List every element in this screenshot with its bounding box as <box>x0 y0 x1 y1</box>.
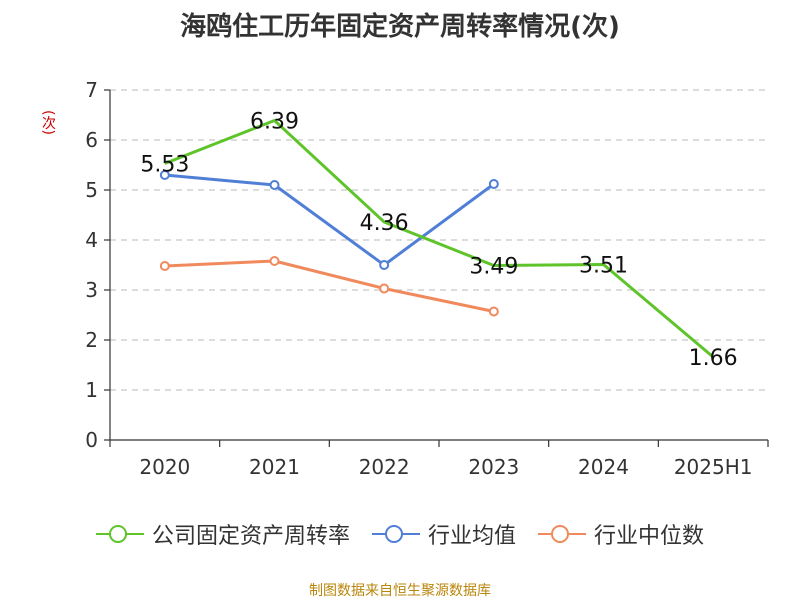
legend-circle-marker <box>551 525 569 543</box>
data-label: 6.39 <box>250 110 299 135</box>
x-tick-label: 2020 <box>139 455 190 479</box>
data-source-note: 制图数据来自恒生聚源数据库 <box>309 583 491 599</box>
legend-label-company: 公司固定资产周转率 <box>151 524 350 549</box>
legend-marker-industry-median <box>538 524 586 544</box>
x-tick-label: 2021 <box>249 455 300 479</box>
legend-circle-marker <box>384 525 403 543</box>
data-point-marker <box>269 180 280 190</box>
y-tick-label: 7 <box>85 78 98 102</box>
data-point-marker <box>159 170 170 180</box>
legend-label-industry-median: 行业中位数 <box>594 524 705 549</box>
y-tick-label: 4 <box>85 228 98 252</box>
chart-title: 海鸥住工历年固定资产周转率情况(次) <box>180 12 620 42</box>
series-line-company <box>164 119 715 359</box>
data-point-marker <box>379 283 390 294</box>
legend-label-industry-mean: 行业均值 <box>427 524 516 549</box>
data-point-marker <box>488 306 499 317</box>
legend: 公司固定资产周转率 行业均值 行业中位数 <box>0 518 800 550</box>
data-label: 1.66 <box>689 346 738 371</box>
legend-marker-industry-mean <box>371 524 420 544</box>
y-tick-label: 0 <box>85 428 98 452</box>
y-tick-label: 2 <box>85 328 98 352</box>
data-point-marker <box>159 261 170 271</box>
series-line-industry-median <box>164 259 495 313</box>
legend-circle-marker <box>108 525 127 543</box>
data-label: 3.49 <box>469 255 518 280</box>
data-point-marker <box>269 256 280 266</box>
x-tick-label: 2025H1 <box>674 455 753 479</box>
data-label: 4.36 <box>360 211 409 236</box>
y-tick-label: 3 <box>85 278 98 302</box>
x-tick-label: 2023 <box>468 455 519 479</box>
y-tick-label: 5 <box>85 178 98 202</box>
x-tick-label: 2024 <box>578 455 629 479</box>
data-label: 3.51 <box>579 254 628 279</box>
legend-item-industry-median[interactable]: 行业中位数 <box>538 518 704 550</box>
legend-item-industry-mean[interactable]: 行业均值 <box>371 518 516 550</box>
x-tick-label: 2022 <box>359 455 410 479</box>
data-label: 5.53 <box>140 153 189 178</box>
legend-marker-company <box>95 524 144 544</box>
series-line-industry-mean <box>164 173 495 267</box>
y-tick-label: 6 <box>85 128 98 152</box>
data-point-marker <box>379 260 390 270</box>
data-point-marker <box>488 179 499 189</box>
y-tick-label: 1 <box>85 378 98 402</box>
legend-item-company[interactable]: 公司固定资产周转率 <box>95 518 350 550</box>
y-axis-unit-label: (次) <box>40 110 56 135</box>
